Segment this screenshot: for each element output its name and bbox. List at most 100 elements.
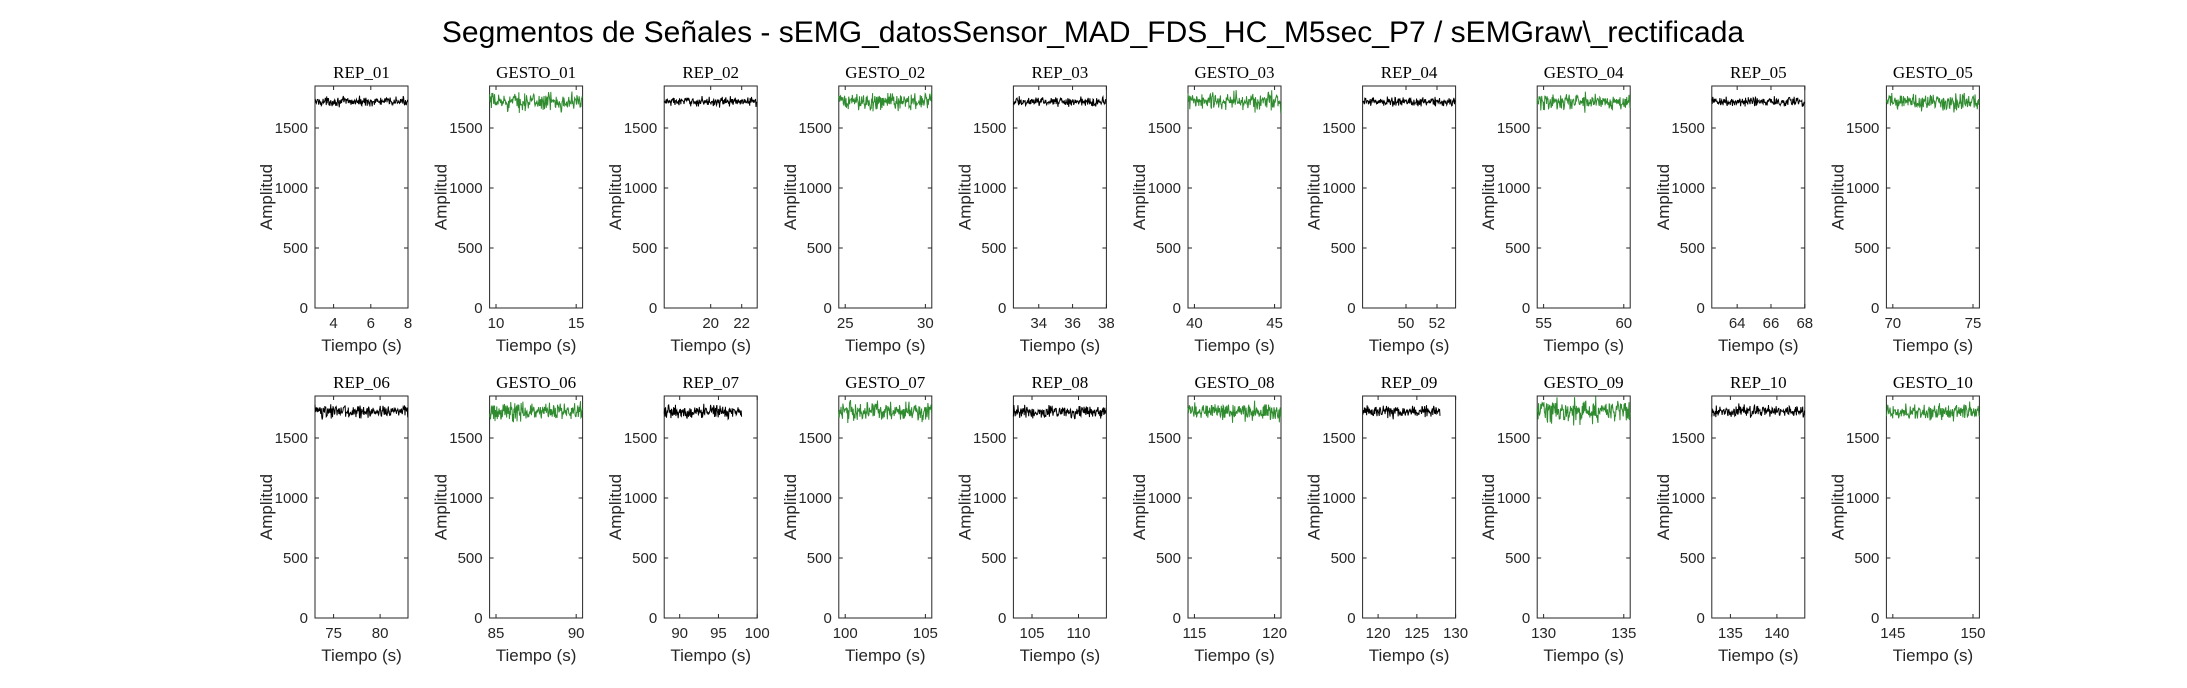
x-tick-label: 30 xyxy=(917,315,934,332)
y-axis-label: Amplitud xyxy=(257,164,276,230)
subplot-rep_09: REP_09 0 500 1000 1500 120 125 130 Tiempo (s) Amp… xyxy=(1305,373,1469,665)
axes-frame xyxy=(489,85,584,309)
x-axis-label: Tiempo (s) xyxy=(1020,336,1101,355)
y-axis-label: Amplitud xyxy=(1305,474,1324,540)
axes-frame xyxy=(1536,395,1631,619)
subplot-title: GESTO_09 xyxy=(1544,373,1624,392)
subplot-rep_05: REP_05 0 500 1000 1500 64 66 68 Tiempo (s) Amplit… xyxy=(1654,63,1813,355)
x-axis-label: Tiempo (s) xyxy=(1369,336,1450,355)
subplot-title: GESTO_02 xyxy=(845,63,925,82)
signal-line-rep xyxy=(1711,403,1805,418)
x-axis-label: Tiempo (s) xyxy=(321,646,402,665)
x-tick-label: 6 xyxy=(367,315,375,332)
x-axis-label: Tiempo (s) xyxy=(1194,336,1275,355)
x-tick-label: 50 xyxy=(1398,315,1415,332)
y-tick-label: 1500 xyxy=(1671,430,1704,447)
y-tick-label: 0 xyxy=(649,300,657,317)
signal-line-gesto xyxy=(489,91,583,113)
y-tick-label: 500 xyxy=(981,550,1006,567)
subplot-title: REP_03 xyxy=(1032,63,1089,82)
axes-frame xyxy=(1362,395,1457,619)
y-tick-label: 1500 xyxy=(624,120,657,137)
y-tick-label: 1500 xyxy=(1322,120,1355,137)
y-tick-label: 500 xyxy=(458,240,483,257)
y-tick-label: 0 xyxy=(1173,300,1181,317)
y-tick-label: 1500 xyxy=(624,430,657,447)
y-tick-label: 1500 xyxy=(1846,120,1879,137)
y-tick-label: 500 xyxy=(1854,550,1879,567)
y-tick-label: 0 xyxy=(1347,610,1355,627)
y-tick-label: 0 xyxy=(300,300,308,317)
y-tick-label: 0 xyxy=(823,300,831,317)
x-tick-label: 68 xyxy=(1796,315,1813,332)
y-tick-label: 1500 xyxy=(1846,430,1879,447)
x-tick-label: 95 xyxy=(710,625,727,642)
subplot-gesto_01: GESTO_01 0 500 1000 1500 10 15 Tiempo (s) Amplit… xyxy=(432,63,585,355)
y-tick-label: 500 xyxy=(632,550,657,567)
x-tick-label: 105 xyxy=(913,625,938,642)
y-tick-label: 0 xyxy=(1871,610,1879,627)
x-tick-label: 20 xyxy=(702,315,719,332)
x-tick-label: 8 xyxy=(404,315,412,332)
signal-line-gesto xyxy=(1536,396,1631,426)
x-axis-label: Tiempo (s) xyxy=(1893,646,1974,665)
y-tick-label: 500 xyxy=(1854,240,1879,257)
subplot-gesto_10: GESTO_10 0 500 1000 1500 145 150 Tiempo (s) Ampl… xyxy=(1828,373,1985,665)
x-tick-label: 145 xyxy=(1880,625,1905,642)
y-tick-label: 500 xyxy=(1331,550,1356,567)
signal-line-rep xyxy=(1012,94,1107,108)
subplot-title: GESTO_05 xyxy=(1893,63,1973,82)
x-tick-label: 55 xyxy=(1535,315,1552,332)
x-tick-label: 4 xyxy=(329,315,337,332)
x-tick-label: 130 xyxy=(1531,625,1556,642)
signal-line-gesto xyxy=(1187,90,1282,114)
subplot-title: REP_01 xyxy=(333,63,390,82)
axes-frame xyxy=(1187,395,1282,619)
y-axis-label: Amplitud xyxy=(432,474,451,540)
y-tick-label: 1000 xyxy=(1497,490,1530,507)
signal-line-rep xyxy=(1012,404,1107,420)
axes-frame xyxy=(1012,395,1107,619)
signal-line-rep xyxy=(1362,405,1441,420)
x-tick-label: 140 xyxy=(1764,625,1789,642)
x-tick-label: 34 xyxy=(1030,315,1047,332)
x-tick-label: 36 xyxy=(1064,315,1081,332)
axes-frame xyxy=(1536,85,1631,309)
y-tick-label: 0 xyxy=(1522,300,1530,317)
y-tick-label: 0 xyxy=(1347,300,1355,317)
y-tick-label: 0 xyxy=(1696,300,1704,317)
y-tick-label: 1000 xyxy=(1322,490,1355,507)
axes-frame xyxy=(1885,85,1980,309)
x-axis-label: Tiempo (s) xyxy=(1718,336,1799,355)
x-tick-label: 60 xyxy=(1615,315,1632,332)
y-tick-label: 500 xyxy=(632,240,657,257)
y-tick-label: 0 xyxy=(474,610,482,627)
signal-line-gesto xyxy=(1187,400,1282,423)
signal-line-rep xyxy=(663,403,743,421)
x-axis-label: Tiempo (s) xyxy=(845,646,926,665)
y-tick-label: 0 xyxy=(1173,610,1181,627)
signal-line-gesto xyxy=(1885,401,1980,422)
y-tick-label: 1500 xyxy=(1148,120,1181,137)
y-axis-label: Amplitud xyxy=(1130,164,1149,230)
y-tick-label: 1500 xyxy=(1322,430,1355,447)
x-tick-label: 52 xyxy=(1429,315,1446,332)
y-tick-label: 1000 xyxy=(1846,180,1879,197)
x-axis-label: Tiempo (s) xyxy=(670,646,751,665)
y-tick-label: 1500 xyxy=(798,430,831,447)
subplot-gesto_08: GESTO_08 0 500 1000 1500 115 120 Tiempo (s) Ampl… xyxy=(1130,373,1287,665)
signal-line-gesto xyxy=(489,401,583,423)
x-tick-label: 130 xyxy=(1443,625,1468,642)
y-tick-label: 1500 xyxy=(449,430,482,447)
x-tick-label: 100 xyxy=(833,625,858,642)
y-tick-label: 1000 xyxy=(1671,490,1704,507)
y-tick-label: 500 xyxy=(1505,240,1530,257)
x-tick-label: 75 xyxy=(325,625,342,642)
axes-frame xyxy=(1187,85,1282,309)
y-tick-label: 1000 xyxy=(1497,180,1530,197)
y-tick-label: 1000 xyxy=(1846,490,1879,507)
y-tick-label: 1000 xyxy=(449,490,482,507)
y-axis-label: Amplitud xyxy=(1479,164,1498,230)
x-tick-label: 150 xyxy=(1960,625,1985,642)
y-tick-label: 1000 xyxy=(1322,180,1355,197)
